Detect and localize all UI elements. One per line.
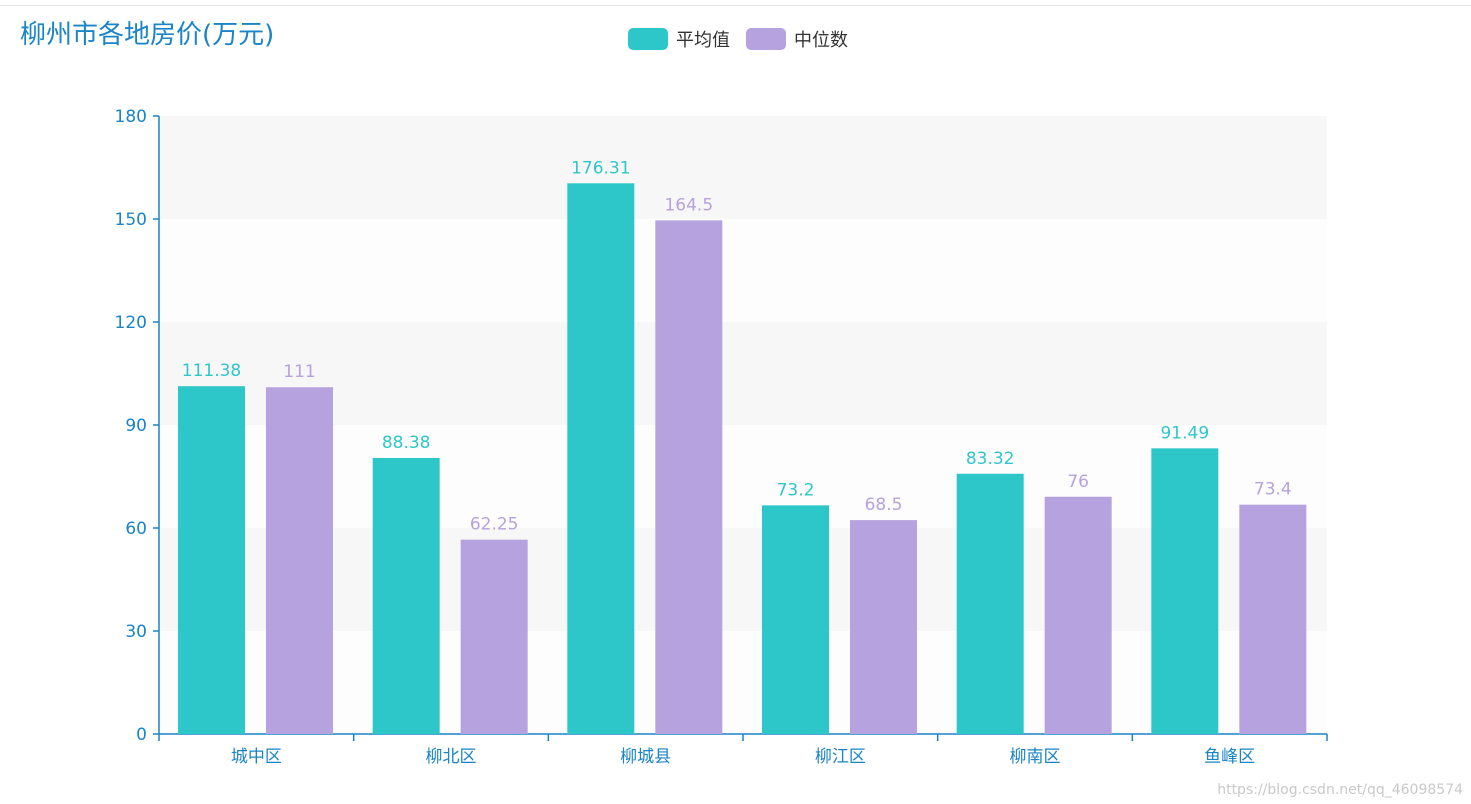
y-tick-label: 150 <box>115 210 147 230</box>
split-area-band <box>160 322 1327 425</box>
y-tick-label: 0 <box>136 725 147 745</box>
chart-title: 柳州市各地房价(万元) <box>20 20 275 50</box>
y-tick-label: 120 <box>115 313 147 333</box>
y-tick-label: 30 <box>125 622 147 642</box>
y-tick-label: 180 <box>115 107 147 127</box>
bar-median <box>460 539 528 734</box>
y-tick-label: 90 <box>125 416 147 436</box>
x-tick-label: 柳南区 <box>1010 747 1061 767</box>
x-tick-label: 柳北区 <box>426 747 477 767</box>
x-tick-label: 柳江区 <box>815 747 866 767</box>
legend-swatch-median <box>746 28 786 50</box>
y-tick-label: 60 <box>125 519 147 539</box>
bar-mean <box>372 457 440 734</box>
data-label-mean: 73.2 <box>777 480 815 500</box>
legend-label-mean: 平均值 <box>676 30 730 51</box>
legend-label-median: 中位数 <box>794 30 848 51</box>
data-label-median: 68.5 <box>865 495 903 515</box>
split-area-band <box>160 219 1327 322</box>
bar-median <box>1239 504 1307 734</box>
split-area-band <box>160 425 1327 528</box>
x-tick-label: 柳城县 <box>620 747 671 767</box>
watermark: https://blog.csdn.net/qq_46098574 <box>1217 782 1463 798</box>
split-area-band <box>160 528 1327 631</box>
split-area-band <box>160 116 1327 219</box>
data-label-median: 76 <box>1067 472 1089 492</box>
bar-mean <box>178 386 245 734</box>
data-label-median: 73.4 <box>1254 480 1292 500</box>
bar-mean <box>1151 448 1219 734</box>
top-border <box>0 0 1471 6</box>
bar-median <box>1044 496 1112 734</box>
bar-mean <box>956 473 1024 734</box>
bar-median <box>850 520 917 734</box>
data-label-median: 62.25 <box>470 515 519 535</box>
data-label-median: 111 <box>283 362 315 382</box>
x-tick-label: 鱼峰区 <box>1204 747 1255 767</box>
legend: 平均值 中位数 <box>628 26 864 52</box>
bar-mean <box>567 183 635 734</box>
legend-swatch-mean <box>628 28 668 50</box>
data-label-median: 164.5 <box>664 195 713 215</box>
bar-median <box>266 387 333 734</box>
bar-median <box>655 220 723 734</box>
data-label-mean: 91.49 <box>1160 423 1209 443</box>
legend-item-median[interactable]: 中位数 <box>746 26 848 52</box>
data-label-mean: 176.31 <box>571 158 630 178</box>
x-tick-label: 城中区 <box>231 747 282 767</box>
legend-item-mean[interactable]: 平均值 <box>628 26 730 52</box>
data-label-mean: 111.38 <box>182 361 241 381</box>
bar-mean <box>762 505 829 734</box>
data-label-mean: 88.38 <box>382 433 431 453</box>
data-label-mean: 83.32 <box>966 449 1015 469</box>
split-area-band <box>160 631 1327 734</box>
